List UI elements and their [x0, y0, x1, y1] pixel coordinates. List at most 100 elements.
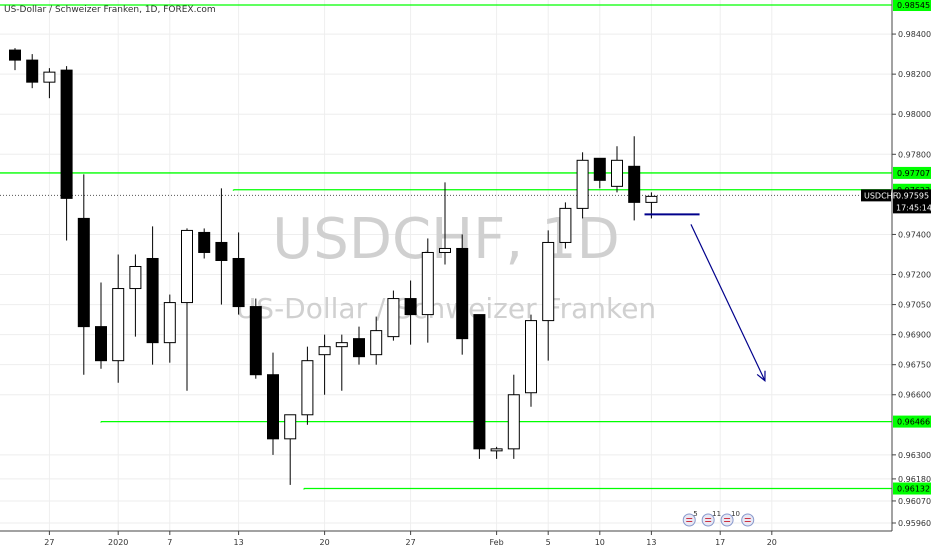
y-tick-label: 0.98000 — [898, 110, 931, 119]
level-price-tag-bg — [893, 415, 931, 428]
y-tick-label: 0.97400 — [898, 230, 931, 239]
y-tick-label: 0.96750 — [898, 361, 931, 370]
x-tick-label: 13 — [234, 538, 244, 547]
y-tick-label: 0.96900 — [898, 331, 931, 340]
candle-body — [456, 247, 469, 340]
candle-body — [335, 342, 348, 348]
candle — [456, 234, 469, 355]
x-tick-label: 2020 — [108, 538, 128, 547]
chart-legend-title: US-Dollar / Schweizer Franken, 1D, FOREX… — [4, 5, 216, 15]
current-price-tag: 0.97595 17:45:14 — [893, 189, 932, 214]
horizontal-levels — [0, 4, 892, 490]
candle — [198, 228, 211, 259]
candle — [593, 157, 606, 189]
candle-body — [163, 302, 176, 344]
candle — [129, 254, 142, 337]
candle — [473, 314, 486, 459]
candle — [43, 68, 56, 99]
candle-body — [267, 374, 279, 440]
candle — [163, 294, 176, 363]
level-price-tag-bg — [893, 0, 931, 12]
candle-body — [146, 257, 159, 344]
level-price-tag-bg — [893, 166, 931, 179]
candle-body — [439, 247, 451, 253]
candle-body — [611, 159, 623, 187]
y-tick-label: 0.96300 — [898, 451, 931, 460]
candle — [26, 54, 39, 89]
x-tick-label: 27 — [44, 538, 54, 547]
candle — [9, 48, 21, 71]
x-tick-label: 13 — [646, 538, 656, 547]
candles — [9, 48, 658, 485]
watermark-name: US-Dollar / Schweizer Franken — [236, 292, 656, 325]
candle-body — [490, 448, 503, 452]
level-price-tag: 0.97707 — [893, 166, 931, 179]
level-price-tag: 0.96132 — [893, 482, 931, 495]
candle-body — [645, 195, 658, 203]
level-price-tag-label: 0.96132 — [897, 485, 930, 494]
y-tick-label: 0.97800 — [898, 150, 931, 159]
candle-body — [77, 217, 90, 328]
candle-body — [576, 159, 589, 209]
y-tick-label: 0.96070 — [898, 497, 931, 506]
candle — [525, 314, 537, 407]
candle-body — [404, 298, 417, 316]
y-tick-label: 0.98200 — [898, 70, 931, 79]
event-icon: 5 — [682, 510, 698, 527]
candle — [611, 146, 623, 193]
candle-body — [593, 157, 606, 181]
candle — [542, 230, 555, 361]
y-axis: 0.98400 0.98200 0.98000 0.97800 0.97400 0.972… — [891, 0, 932, 531]
candle-body — [370, 330, 383, 356]
candle — [318, 334, 331, 395]
level-price-tag-label: 0.96466 — [897, 418, 930, 427]
forecast-arrow-head — [756, 370, 766, 382]
x-tick-label: 20 — [320, 538, 330, 547]
candle — [370, 316, 383, 365]
candle-body — [301, 360, 314, 416]
candle-body — [318, 346, 331, 356]
candle — [232, 232, 245, 315]
candle — [146, 226, 159, 365]
candle-body — [284, 414, 297, 440]
y-tick-label: 0.95960 — [898, 519, 931, 528]
candle-body — [129, 266, 142, 290]
candle-body — [112, 288, 125, 362]
y-tick-label: 0.96600 — [898, 391, 931, 400]
event-icon-circle — [682, 513, 696, 527]
candle — [387, 290, 400, 341]
x-tick-label: 17 — [715, 538, 725, 547]
event-icon — [741, 513, 755, 527]
candle — [301, 346, 314, 425]
x-axis: 27 2020 7 13 20 27 Feb 5 10 13 17 20 — [0, 530, 892, 547]
candle-body — [95, 326, 107, 362]
level-price-tag-label: 0.98545 — [897, 1, 930, 10]
candle-body — [542, 241, 555, 322]
level-price-tag-bg — [893, 482, 931, 495]
candle-body — [215, 241, 228, 261]
candle — [249, 298, 262, 379]
candle-body — [9, 49, 21, 61]
y-tick-label: 0.97050 — [898, 301, 931, 310]
current-price-value: 0.97595 — [896, 191, 929, 200]
candle-body — [232, 257, 245, 308]
candle-body — [353, 338, 365, 358]
candle — [576, 152, 589, 219]
candle-body — [421, 251, 434, 316]
candle — [181, 228, 193, 391]
event-icon-count: 10 — [731, 510, 740, 518]
event-icon-circle — [741, 513, 755, 527]
x-tick-label: 10 — [595, 538, 605, 547]
candle-body — [473, 314, 486, 450]
candle — [335, 334, 348, 391]
event-icons: 5 11 10 — [682, 510, 755, 527]
candle-body — [559, 207, 572, 243]
candle — [507, 374, 520, 459]
candle — [60, 66, 73, 241]
candle — [559, 202, 572, 249]
candle-body — [198, 231, 211, 253]
candle-body — [525, 320, 537, 394]
